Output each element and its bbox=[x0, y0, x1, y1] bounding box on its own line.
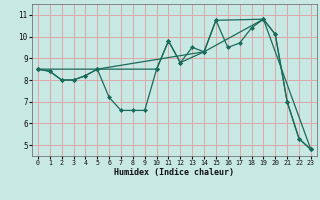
X-axis label: Humidex (Indice chaleur): Humidex (Indice chaleur) bbox=[115, 168, 234, 177]
